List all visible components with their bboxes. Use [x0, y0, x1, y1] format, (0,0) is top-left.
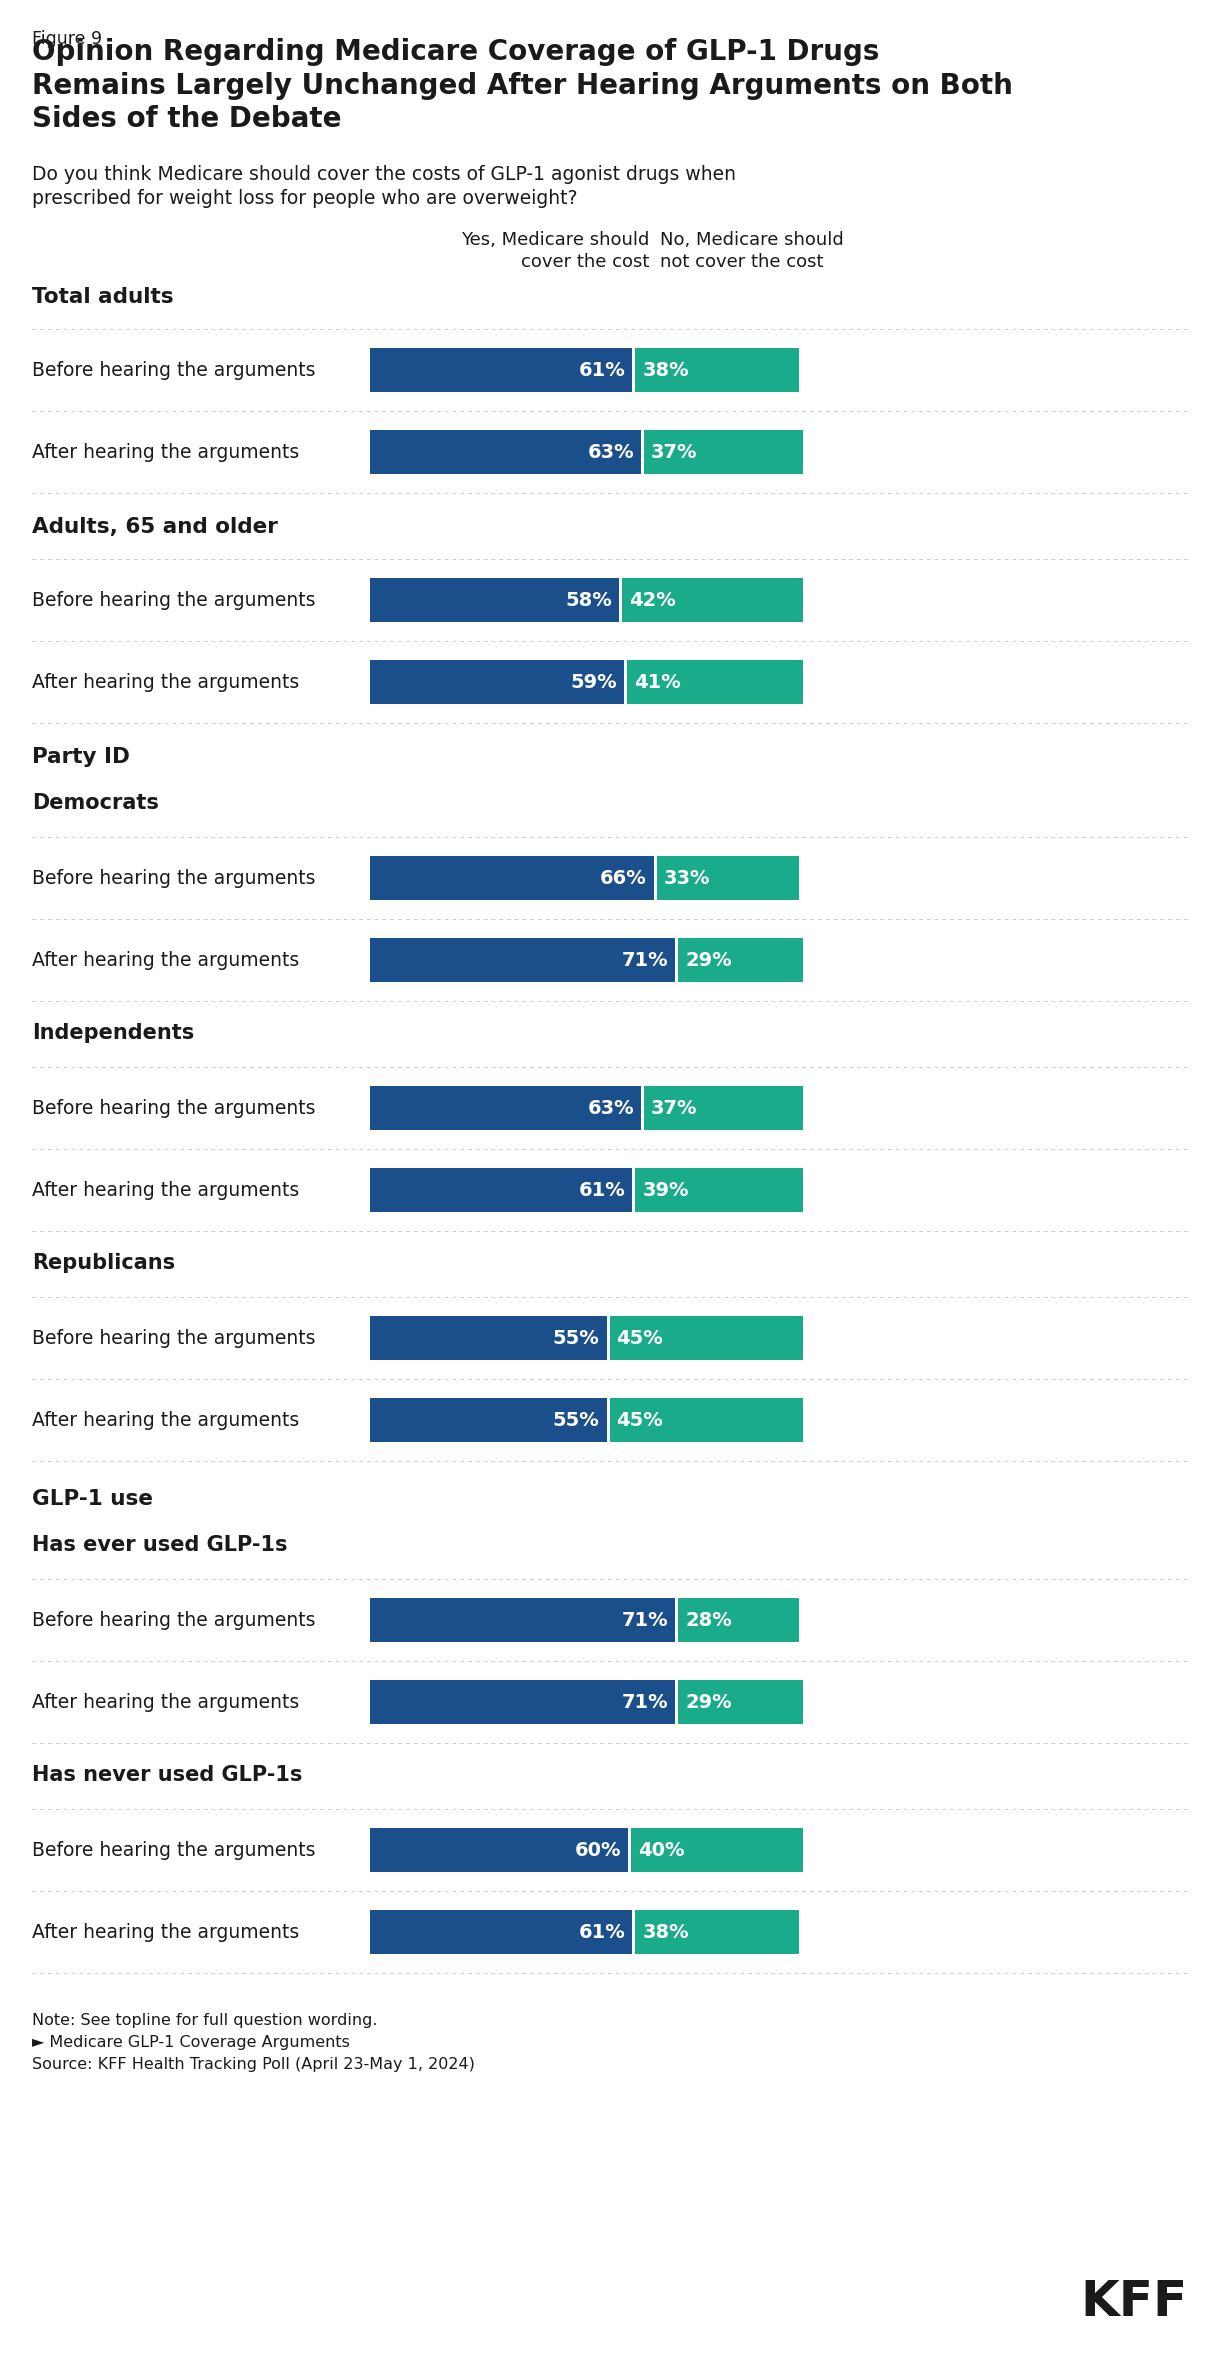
Text: Has ever used GLP-1s: Has ever used GLP-1s [32, 1534, 288, 1556]
Text: 71%: 71% [622, 1610, 669, 1629]
Text: Note: See topline for full question wording.: Note: See topline for full question word… [32, 2014, 377, 2028]
Text: 33%: 33% [664, 868, 710, 886]
Bar [678, 939, 803, 981]
Text: After hearing the arguments: After hearing the arguments [32, 1693, 299, 1712]
Text: Independents: Independents [32, 1024, 194, 1043]
Bar [636, 348, 799, 392]
Text: Do you think Medicare should cover the costs of GLP-1 agonist drugs when
prescri: Do you think Medicare should cover the c… [32, 165, 736, 208]
Text: Before hearing the arguments: Before hearing the arguments [32, 359, 316, 381]
Text: Republicans: Republicans [32, 1253, 176, 1272]
Text: 58%: 58% [566, 591, 612, 610]
Text: After hearing the arguments: After hearing the arguments [32, 671, 299, 693]
Bar [631, 1827, 803, 1872]
Text: Before hearing the arguments: Before hearing the arguments [32, 1099, 316, 1118]
Text: 71%: 71% [622, 1693, 669, 1712]
Text: After hearing the arguments: After hearing the arguments [32, 1411, 299, 1430]
Text: GLP-1 use: GLP-1 use [32, 1489, 152, 1508]
Text: 71%: 71% [622, 950, 669, 969]
Text: 63%: 63% [587, 442, 634, 461]
Text: 59%: 59% [570, 671, 616, 693]
Bar [644, 430, 803, 475]
Text: 61%: 61% [578, 359, 626, 381]
Text: KFF: KFF [1081, 2279, 1188, 2326]
Text: Party ID: Party ID [32, 747, 129, 766]
Bar [370, 856, 654, 901]
Text: After hearing the arguments: After hearing the arguments [32, 1922, 299, 1941]
Bar [678, 1681, 803, 1723]
Bar [636, 1168, 803, 1213]
Bar [370, 579, 620, 622]
Bar [636, 1910, 799, 1955]
Bar [370, 1085, 640, 1130]
Text: 39%: 39% [642, 1180, 689, 1199]
Text: 37%: 37% [651, 1099, 698, 1118]
Text: 41%: 41% [633, 671, 681, 693]
Text: Total adults: Total adults [32, 286, 173, 307]
Text: Before hearing the arguments: Before hearing the arguments [32, 1610, 316, 1629]
Text: 38%: 38% [642, 1922, 689, 1941]
Bar [370, 1397, 606, 1442]
Text: 28%: 28% [686, 1610, 732, 1629]
Text: 45%: 45% [616, 1329, 664, 1347]
Text: 61%: 61% [578, 1922, 626, 1941]
Bar [627, 660, 803, 704]
Text: Adults, 65 and older: Adults, 65 and older [32, 518, 278, 537]
Text: Source: KFF Health Tracking Poll (April 23-May 1, 2024): Source: KFF Health Tracking Poll (April … [32, 2057, 475, 2071]
Bar [370, 939, 676, 981]
Bar [370, 1317, 606, 1359]
Text: After hearing the arguments: After hearing the arguments [32, 1180, 299, 1199]
Text: 42%: 42% [630, 591, 676, 610]
Text: 37%: 37% [651, 442, 698, 461]
Text: Before hearing the arguments: Before hearing the arguments [32, 1842, 316, 1860]
Bar [610, 1397, 803, 1442]
Text: ► Medicare GLP-1 Coverage Arguments: ► Medicare GLP-1 Coverage Arguments [32, 2035, 350, 2050]
Text: Yes, Medicare should
cover the cost: Yes, Medicare should cover the cost [461, 232, 649, 272]
Bar [370, 430, 640, 475]
Bar [370, 1598, 676, 1643]
Text: Has never used GLP-1s: Has never used GLP-1s [32, 1766, 303, 1785]
Text: Before hearing the arguments: Before hearing the arguments [32, 1329, 316, 1347]
Bar [370, 1168, 632, 1213]
Bar [622, 579, 803, 622]
Bar [370, 660, 623, 704]
Bar [370, 1910, 632, 1955]
Text: 60%: 60% [575, 1842, 621, 1860]
Text: Before hearing the arguments: Before hearing the arguments [32, 868, 316, 886]
Text: 40%: 40% [638, 1842, 684, 1860]
Text: After hearing the arguments: After hearing the arguments [32, 442, 299, 461]
Text: 29%: 29% [686, 1693, 732, 1712]
Bar [678, 1598, 799, 1643]
Text: Democrats: Democrats [32, 792, 159, 813]
Text: Opinion Regarding Medicare Coverage of GLP-1 Drugs
Remains Largely Unchanged Aft: Opinion Regarding Medicare Coverage of G… [32, 38, 1013, 132]
Text: 61%: 61% [578, 1180, 626, 1199]
Text: 45%: 45% [616, 1411, 664, 1430]
Bar [610, 1317, 803, 1359]
Bar [370, 1681, 676, 1723]
Text: 55%: 55% [553, 1411, 599, 1430]
Bar [370, 348, 632, 392]
Text: 29%: 29% [686, 950, 732, 969]
Text: Figure 9: Figure 9 [32, 31, 102, 47]
Text: After hearing the arguments: After hearing the arguments [32, 950, 299, 969]
Text: Before hearing the arguments: Before hearing the arguments [32, 591, 316, 610]
Bar [644, 1085, 803, 1130]
Text: 38%: 38% [642, 359, 689, 381]
Text: 63%: 63% [587, 1099, 634, 1118]
Bar [370, 1827, 628, 1872]
Text: 66%: 66% [600, 868, 647, 886]
Bar [656, 856, 799, 901]
Text: No, Medicare should
not cover the cost: No, Medicare should not cover the cost [660, 232, 843, 272]
Text: 55%: 55% [553, 1329, 599, 1347]
